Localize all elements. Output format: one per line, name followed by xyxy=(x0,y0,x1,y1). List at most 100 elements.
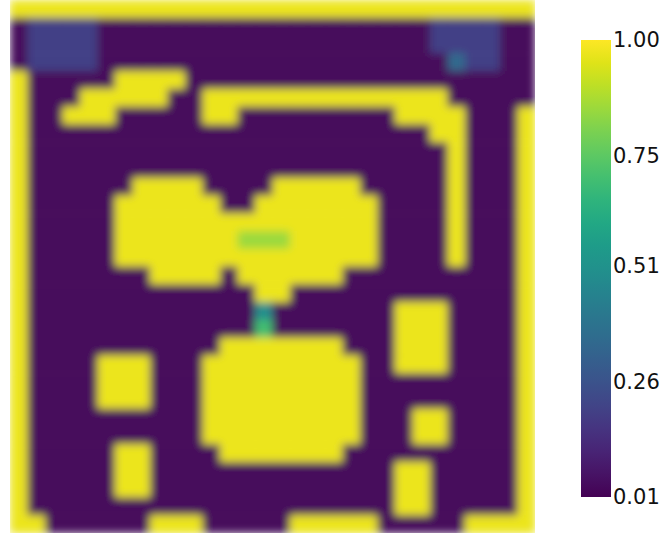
heatmap-cell xyxy=(220,497,238,515)
heatmap-cell xyxy=(483,515,501,533)
heatmap-cell xyxy=(28,89,46,107)
heatmap-cell xyxy=(185,195,203,213)
heatmap-cell xyxy=(63,373,81,391)
heatmap-cell xyxy=(150,18,168,36)
heatmap-cell xyxy=(115,36,133,54)
heatmap-cell xyxy=(203,71,221,89)
heatmap-cell xyxy=(413,267,431,285)
heatmap-cell xyxy=(238,302,256,320)
heatmap-cell xyxy=(483,426,501,444)
heatmap-cell xyxy=(203,18,221,36)
heatmap-cell xyxy=(150,444,168,462)
heatmap-cell xyxy=(308,142,326,160)
heatmap-cell xyxy=(325,160,343,178)
heatmap-cell xyxy=(290,249,308,267)
heatmap-cell xyxy=(185,213,203,231)
heatmap-cell xyxy=(360,178,378,196)
heatmap-cell xyxy=(220,249,238,267)
heatmap-cell xyxy=(290,284,308,302)
heatmap-cell xyxy=(448,142,466,160)
heatmap-cell xyxy=(185,426,203,444)
heatmap-cell xyxy=(45,213,63,231)
heatmap-cell xyxy=(430,231,448,249)
heatmap-cell xyxy=(220,284,238,302)
heatmap-cell xyxy=(308,36,326,54)
heatmap-cell xyxy=(10,71,28,89)
heatmap-cell xyxy=(150,462,168,480)
heatmap-cell xyxy=(518,320,536,338)
heatmap-cell xyxy=(220,355,238,373)
heatmap-cell xyxy=(448,213,466,231)
heatmap-cell xyxy=(168,178,186,196)
heatmap-cell xyxy=(343,302,361,320)
heatmap-cell xyxy=(395,462,413,480)
heatmap-cell xyxy=(290,267,308,285)
heatmap-cell xyxy=(500,462,518,480)
heatmap-cell xyxy=(80,249,98,267)
heatmap-cell xyxy=(203,0,221,18)
heatmap-cell xyxy=(133,267,151,285)
heatmap-cell xyxy=(255,107,273,125)
heatmap-cell xyxy=(150,160,168,178)
heatmap-cell xyxy=(465,36,483,54)
heatmap-cell xyxy=(290,409,308,427)
heatmap-cell xyxy=(290,71,308,89)
heatmap-cell xyxy=(518,71,536,89)
heatmap-cell xyxy=(518,178,536,196)
heatmap-cell xyxy=(500,338,518,356)
heatmap-cell xyxy=(343,426,361,444)
heatmap-cell xyxy=(325,53,343,71)
heatmap-cell xyxy=(185,89,203,107)
heatmap-cell xyxy=(98,178,116,196)
heatmap-cell xyxy=(483,391,501,409)
heatmap-cell xyxy=(150,515,168,533)
heatmap-cell xyxy=(430,373,448,391)
heatmap-cell xyxy=(325,515,343,533)
colorbar-tick: 0.51 xyxy=(611,254,660,278)
heatmap-cell xyxy=(80,462,98,480)
heatmap-cell xyxy=(185,142,203,160)
heatmap-cell xyxy=(98,249,116,267)
heatmap-cell xyxy=(518,124,536,142)
heatmap-cell xyxy=(413,515,431,533)
heatmap-cell xyxy=(395,231,413,249)
heatmap-cell xyxy=(28,0,46,18)
heatmap-cell xyxy=(500,18,518,36)
heatmap-cell xyxy=(360,53,378,71)
heatmap-cell xyxy=(518,0,536,18)
heatmap-cell xyxy=(465,89,483,107)
heatmap-cell xyxy=(518,195,536,213)
heatmap-cell xyxy=(360,355,378,373)
heatmap-cell xyxy=(273,142,291,160)
heatmap-cell xyxy=(273,213,291,231)
heatmap-cell xyxy=(203,515,221,533)
heatmap-cell xyxy=(238,213,256,231)
heatmap-cell xyxy=(80,409,98,427)
heatmap-cell xyxy=(500,249,518,267)
heatmap-cell xyxy=(290,444,308,462)
heatmap-cell xyxy=(45,426,63,444)
heatmap-cell xyxy=(45,18,63,36)
heatmap-cell xyxy=(343,53,361,71)
heatmap-cell xyxy=(45,160,63,178)
heatmap-cell xyxy=(133,284,151,302)
heatmap-cell xyxy=(395,409,413,427)
heatmap-cell xyxy=(10,107,28,125)
heatmap-cell xyxy=(395,213,413,231)
heatmap-cell xyxy=(290,391,308,409)
heatmap-cell xyxy=(10,53,28,71)
heatmap-cell xyxy=(28,515,46,533)
heatmap-cell xyxy=(290,338,308,356)
heatmap-cell xyxy=(168,0,186,18)
heatmap-cell xyxy=(80,302,98,320)
heatmap-cell xyxy=(500,267,518,285)
heatmap-cell xyxy=(465,178,483,196)
heatmap-cell xyxy=(448,284,466,302)
heatmap-cell xyxy=(63,124,81,142)
heatmap-cell xyxy=(360,36,378,54)
heatmap-cell xyxy=(308,0,326,18)
heatmap-cell xyxy=(308,515,326,533)
heatmap-cell xyxy=(150,36,168,54)
heatmap-cell xyxy=(168,480,186,498)
heatmap-cell xyxy=(465,302,483,320)
